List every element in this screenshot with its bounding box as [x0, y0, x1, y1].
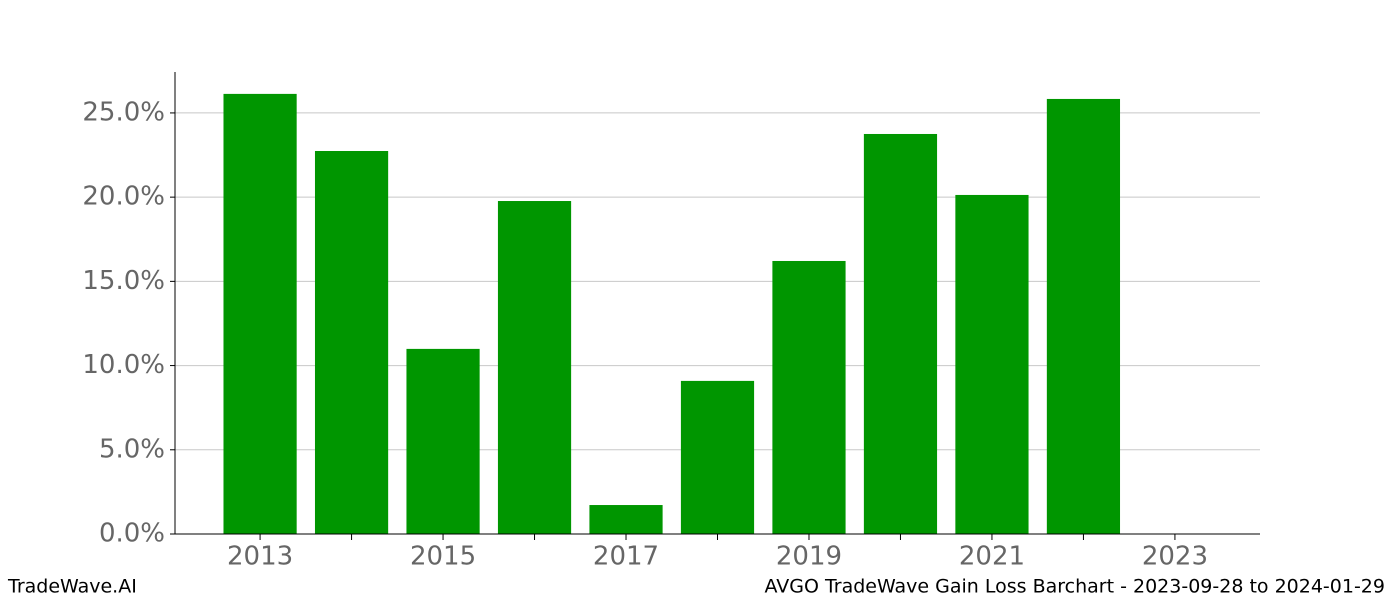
bar: [314, 150, 389, 534]
bar: [406, 348, 480, 534]
y-tick-label: 0.0%: [99, 519, 165, 549]
x-tick-label: 2021: [959, 542, 1025, 572]
y-tick-label: 15.0%: [82, 266, 165, 296]
x-tick-label: 2017: [593, 542, 659, 572]
y-tick-label: 10.0%: [82, 350, 165, 380]
bar: [955, 194, 1029, 534]
x-tick-label: 2019: [776, 542, 842, 572]
bar: [772, 260, 846, 534]
y-tick-label: 5.0%: [99, 434, 165, 464]
bar: [863, 133, 938, 535]
bar: [589, 505, 663, 534]
x-tick-label: 2023: [1142, 542, 1208, 572]
x-tick-label: 2013: [227, 542, 293, 572]
footer-left: TradeWave.AI: [7, 576, 137, 598]
bar: [1046, 98, 1121, 534]
x-tick-label: 2015: [410, 542, 476, 572]
bar: [497, 201, 572, 534]
footer-right: AVGO TradeWave Gain Loss Barchart - 2023…: [764, 576, 1385, 598]
bar: [223, 93, 297, 534]
y-tick-label: 25.0%: [82, 97, 165, 127]
bar: [680, 380, 755, 534]
y-tick-label: 20.0%: [82, 182, 165, 212]
